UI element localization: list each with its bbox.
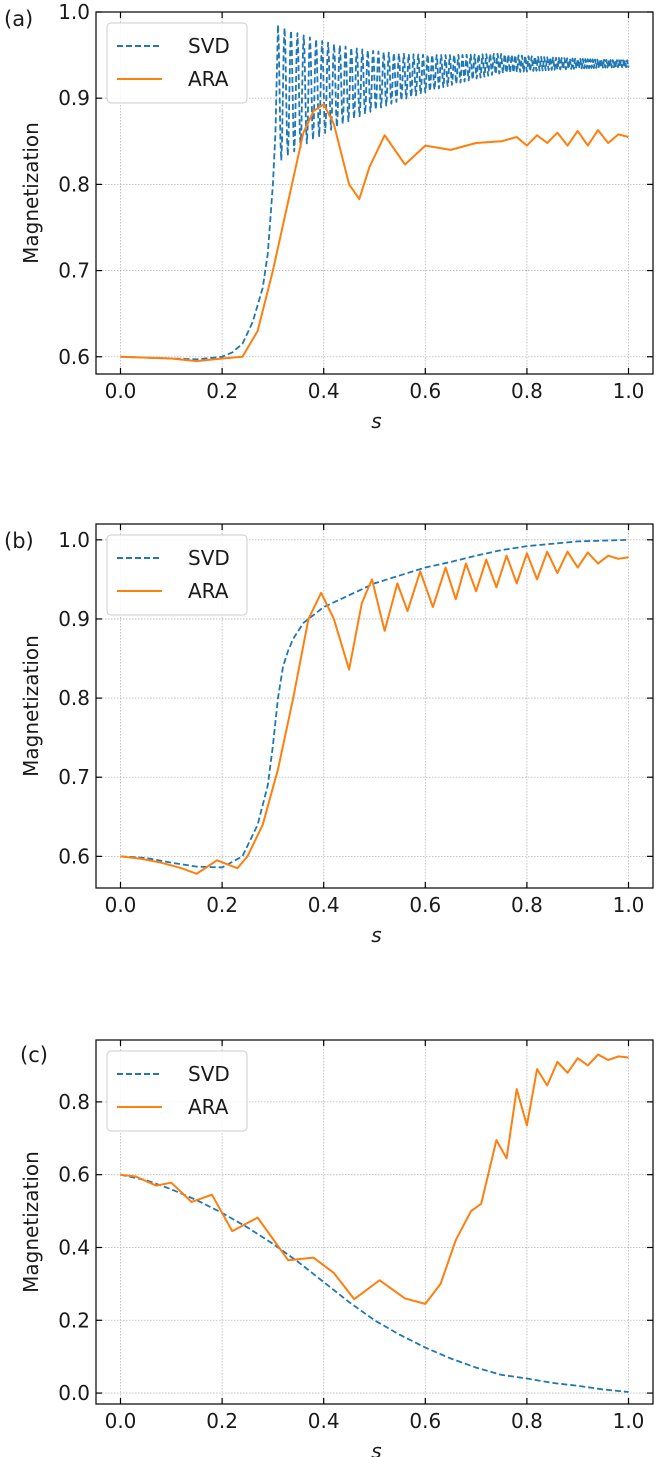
x-axis-label: s xyxy=(371,923,381,947)
y-tick-label: 0.0 xyxy=(58,1381,90,1405)
y-tick-label: 0.8 xyxy=(58,1090,90,1114)
y-tick-label: 0.2 xyxy=(58,1308,90,1332)
series-line-svd xyxy=(120,1173,629,1393)
x-tick-label: 1.0 xyxy=(613,893,645,917)
series-line-ara xyxy=(120,1053,629,1305)
y-tick-label: 0.6 xyxy=(58,844,90,868)
x-tick-label: 0.2 xyxy=(206,379,238,403)
legend-label: SVD xyxy=(188,546,230,570)
y-tick-label: 0.9 xyxy=(58,607,90,631)
chart-panel: 0.0 0.2 0.4 0.6 0.8 1.0 0.0 0.2 0.4 0.6 0.8 s Magnet… xyxy=(19,1039,654,1457)
plot-frame xyxy=(95,11,654,375)
legend: SVD ARA xyxy=(106,22,248,104)
y-tick-label: 0.7 xyxy=(58,765,90,789)
y-tick-label: 0.6 xyxy=(58,1163,90,1187)
x-tick-label: 0.8 xyxy=(511,379,543,403)
legend-box xyxy=(106,1050,248,1132)
x-tick-label: 0.6 xyxy=(409,379,441,403)
legend-label: ARA xyxy=(188,67,229,91)
legend: SVD ARA xyxy=(106,534,248,616)
panel-label: (c) xyxy=(20,1043,48,1067)
series-line-svd xyxy=(120,24,630,361)
x-axis-label: s xyxy=(371,409,381,433)
y-axis-label: Magnetization xyxy=(19,1151,43,1293)
legend-label: SVD xyxy=(188,1062,230,1086)
series-line-svd xyxy=(120,538,629,869)
legend-label: ARA xyxy=(188,579,229,603)
y-tick-label: 0.6 xyxy=(58,345,90,369)
legend-label: SVD xyxy=(188,34,230,58)
legend-box xyxy=(106,22,248,104)
panel-label: (a) xyxy=(4,7,33,31)
x-tick-label: 0.4 xyxy=(308,379,340,403)
series-line-ara xyxy=(120,550,629,875)
legend-label: ARA xyxy=(188,1095,229,1119)
x-tick-label: 1.0 xyxy=(613,1409,645,1433)
chart-panel: 0.0 0.2 0.4 0.6 0.8 1.0 0.6 0.7 0.8 0.9 1.0 s Magnet… xyxy=(4,0,654,433)
x-tick-label: 0.2 xyxy=(206,893,238,917)
x-axis-label: s xyxy=(371,1439,381,1457)
plot-frame xyxy=(95,1039,654,1405)
y-tick-label: 0.8 xyxy=(58,172,90,196)
x-tick-label: 1.0 xyxy=(613,379,645,403)
x-tick-label: 0.4 xyxy=(308,893,340,917)
y-axis-label: Magnetization xyxy=(19,635,43,777)
x-tick-label: 0.6 xyxy=(409,1409,441,1433)
x-tick-label: 0.2 xyxy=(206,1409,238,1433)
x-tick-label: 0.0 xyxy=(105,893,137,917)
x-tick-label: 0.0 xyxy=(105,379,137,403)
x-tick-label: 0.0 xyxy=(105,1409,137,1433)
y-tick-label: 0.7 xyxy=(58,259,90,283)
x-tick-label: 0.6 xyxy=(409,893,441,917)
series-line-ara xyxy=(120,103,629,363)
plot-frame xyxy=(95,523,654,889)
legend: SVD ARA xyxy=(106,1050,248,1132)
y-tick-label: 1.0 xyxy=(58,0,90,24)
chart-panel: 0.0 0.2 0.4 0.6 0.8 1.0 0.6 0.7 0.8 0.9 1.0 s Magnet… xyxy=(4,523,654,947)
panel-label: (b) xyxy=(4,529,34,553)
y-tick-label: 0.4 xyxy=(58,1235,90,1259)
y-tick-label: 1.0 xyxy=(58,528,90,552)
x-tick-label: 0.8 xyxy=(511,1409,543,1433)
y-tick-label: 0.9 xyxy=(58,86,90,110)
legend-box xyxy=(106,534,248,616)
x-tick-label: 0.4 xyxy=(308,1409,340,1433)
y-axis-label: Magnetization xyxy=(19,122,43,264)
y-tick-label: 0.8 xyxy=(58,686,90,710)
x-tick-label: 0.8 xyxy=(511,893,543,917)
